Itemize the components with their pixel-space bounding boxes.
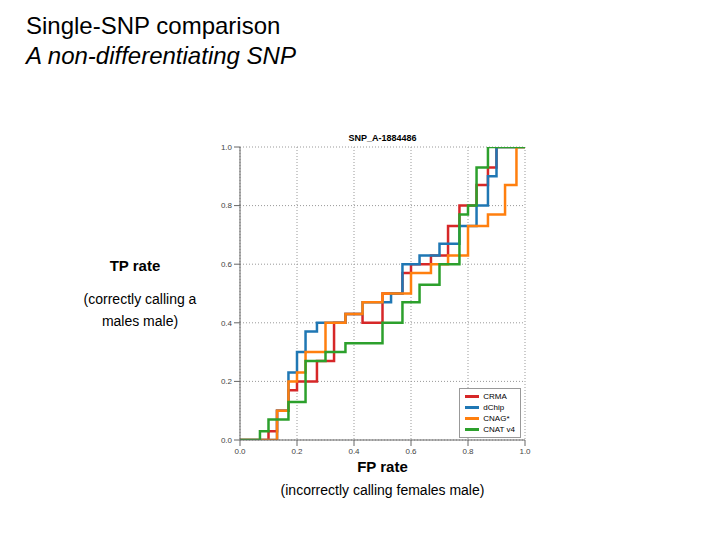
svg-text:0.2: 0.2: [291, 447, 303, 456]
html-text:CNAT v4: CNAT v4: [483, 425, 515, 434]
html-text:CNAG*: CNAG*: [483, 414, 510, 423]
svg-text:0.4: 0.4: [221, 319, 233, 328]
html-text:A non-differentiating SNP: A non-differentiating SNP: [26, 42, 296, 69]
svg-text:1.0: 1.0: [221, 143, 233, 152]
svg-text:0.2: 0.2: [221, 377, 233, 386]
html-text:(correctly calling a males mal: (correctly calling a males male): [83, 291, 197, 329]
html-text:Single-SNP comparison: Single-SNP comparison: [26, 12, 281, 39]
html-text:SNP_A-1884486: SNP_A-1884486: [348, 133, 417, 143]
svg-text:0.6: 0.6: [221, 260, 233, 269]
svg-text:0.0: 0.0: [221, 436, 233, 445]
svg-text:0.8: 0.8: [221, 201, 233, 210]
svg-text:0.8: 0.8: [462, 447, 474, 456]
html-text:FP rate: FP rate: [357, 458, 408, 475]
html-text:(incorrectly calling females m: (incorrectly calling females male): [280, 482, 485, 498]
svg-text:1.0: 1.0: [519, 447, 531, 456]
html-text:TP rate: TP rate: [109, 257, 161, 274]
html-text:CRMA: CRMA: [483, 392, 507, 401]
html-text:dChip: dChip: [483, 403, 505, 412]
svg-text:0.4: 0.4: [348, 447, 360, 456]
svg-text:0.0: 0.0: [234, 447, 246, 456]
svg-text:0.6: 0.6: [405, 447, 417, 456]
